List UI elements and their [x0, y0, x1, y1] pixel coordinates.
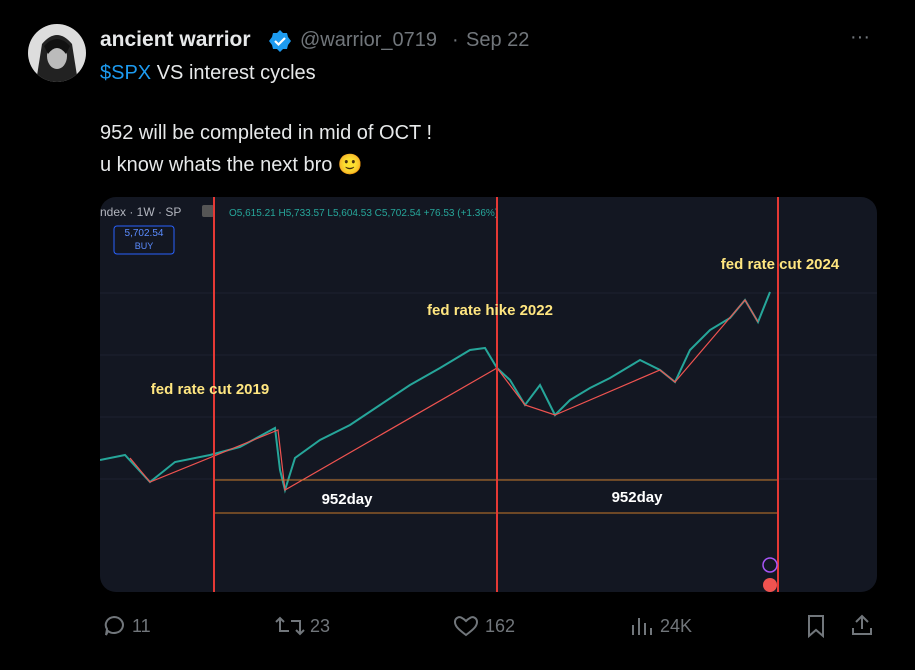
cashtag[interactable]: $SPX	[100, 62, 152, 84]
author-name[interactable]: ancient warrior	[100, 28, 251, 51]
share-icon[interactable]	[850, 613, 874, 637]
interval-label: 952day	[322, 491, 374, 508]
views-count: 24K	[660, 616, 693, 636]
reply-icon[interactable]	[103, 615, 125, 637]
separator: ·	[452, 29, 459, 51]
annotation: fed rate cut 2019	[151, 381, 269, 398]
reply-count: 11	[132, 616, 151, 636]
price-line-down	[129, 298, 759, 491]
annotation: fed rate hike 2022	[427, 302, 553, 319]
handle[interactable]: @warrior_0719	[300, 29, 438, 51]
like-count: 162	[485, 616, 516, 636]
interval-label: 952day	[612, 489, 664, 506]
price: 5,702.54	[125, 228, 164, 239]
tweet-text: VS interest cycles	[151, 62, 316, 84]
ohlc: O5,615.21 H5,733.57 L5,604.53 C5,702.54 …	[229, 208, 498, 219]
like-icon[interactable]	[453, 615, 479, 637]
more-menu[interactable]: ···	[850, 26, 870, 48]
chart-background	[100, 197, 877, 592]
repost-count: 23	[310, 616, 331, 636]
verified-badge	[269, 30, 291, 52]
date[interactable]: Sep 22	[466, 29, 530, 51]
tweet-text: u know whats the next bro 🙂	[100, 154, 363, 176]
buy-button	[113, 225, 175, 255]
tweet-text: 952 will be completed in mid of OCT !	[100, 122, 433, 144]
views-icon[interactable]	[630, 615, 654, 637]
price-line	[100, 291, 771, 494]
collapse-button	[202, 205, 214, 217]
symbol: ndex · 1W · SP	[100, 205, 181, 219]
event-icon	[762, 557, 778, 573]
interval-box	[213, 479, 779, 514]
avatar[interactable]	[28, 24, 86, 82]
bookmark-icon[interactable]	[805, 614, 827, 638]
repost-icon[interactable]	[275, 615, 305, 637]
annotation: fed rate cut 2024	[721, 256, 840, 273]
buy-label: BUY	[135, 241, 154, 251]
event-icon	[763, 578, 777, 592]
